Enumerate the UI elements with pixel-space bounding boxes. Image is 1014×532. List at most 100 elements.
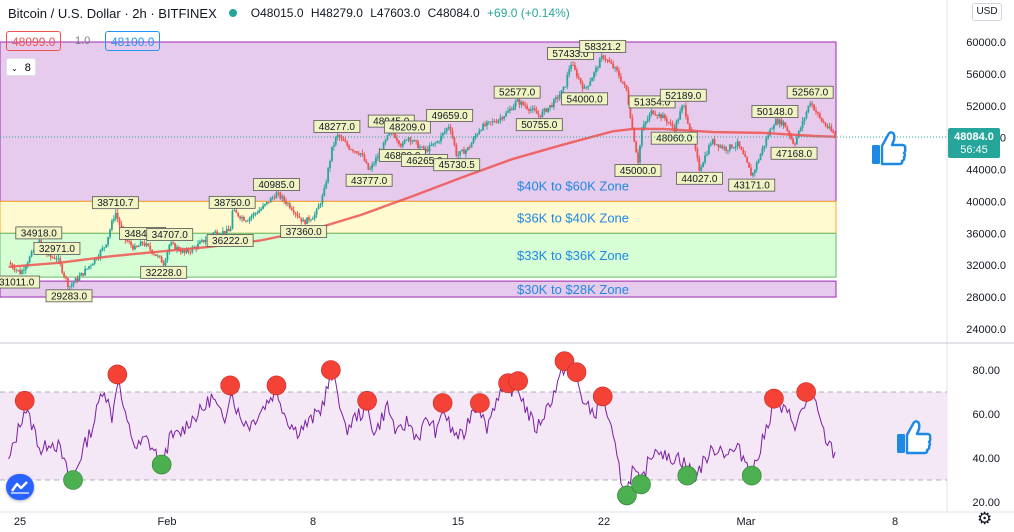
- candle-body: [516, 99, 519, 102]
- currency-button[interactable]: USD: [972, 3, 1002, 21]
- tradingview-logo-icon[interactable]: [6, 474, 34, 500]
- candle-body: [491, 121, 494, 123]
- candle-body: [80, 273, 83, 276]
- candle-body: [508, 108, 511, 112]
- price-label-text: 37360.0: [286, 227, 323, 238]
- price-label-box: [786, 85, 834, 99]
- candle-body: [784, 122, 787, 128]
- candle-body: [740, 146, 743, 150]
- candle-body: [302, 219, 305, 222]
- candle-body: [589, 81, 592, 86]
- candle-body: [642, 124, 645, 130]
- candle-body: [273, 197, 276, 199]
- candle-body: [696, 149, 699, 158]
- candle-body: [321, 195, 324, 205]
- candle-body: [13, 267, 16, 271]
- candle-body: [522, 101, 525, 105]
- price-label-text: 58321.2: [585, 42, 622, 53]
- candle-body: [116, 212, 119, 219]
- price-label-box: [45, 289, 93, 303]
- chevron-down-icon: ⌄: [11, 64, 18, 73]
- candle-body: [246, 220, 249, 222]
- candle-body: [449, 127, 452, 131]
- candle-body: [543, 108, 546, 112]
- candle-body: [200, 239, 203, 242]
- oversold-marker: [617, 485, 637, 506]
- candle-body: [688, 123, 691, 130]
- price-label-box: [33, 242, 81, 255]
- candle-body: [28, 256, 31, 263]
- candle-body: [197, 243, 199, 249]
- candle-body: [296, 213, 299, 217]
- oversold-marker: [151, 454, 172, 475]
- candle-body: [68, 286, 71, 288]
- candle-body: [790, 135, 793, 139]
- price-label-text: 57433.0: [552, 49, 589, 60]
- price-label-box: [345, 173, 393, 187]
- candle-body: [93, 258, 96, 264]
- overbought-marker: [107, 364, 128, 385]
- candle-body: [721, 145, 724, 149]
- candle-body: [331, 146, 333, 161]
- candle-body: [419, 146, 421, 149]
- candle-body: [570, 64, 573, 69]
- candle-body: [489, 121, 492, 123]
- collapse-indicators-button[interactable]: ⌄ 8: [6, 58, 36, 76]
- candle-body: [426, 149, 429, 152]
- price-label-box: [280, 225, 328, 238]
- price-label-box: [561, 92, 609, 106]
- overbought-marker: [220, 375, 240, 396]
- price-label: 49659.0: [426, 109, 474, 122]
- candle-body: [126, 240, 129, 242]
- candle-body: [610, 62, 613, 64]
- thumbs-up-icon-hand: [905, 420, 932, 455]
- candle-body: [216, 231, 219, 236]
- buy-button[interactable]: 48100.0: [105, 31, 161, 51]
- candle-body: [176, 246, 178, 250]
- gear-icon[interactable]: ⚙: [977, 509, 993, 528]
- candle-body: [717, 144, 720, 148]
- candle-body: [478, 130, 481, 135]
- price-label-text: 50755.0: [521, 120, 558, 131]
- candle-body: [109, 229, 111, 237]
- price-label-box: [728, 178, 776, 192]
- candle-body: [736, 141, 739, 147]
- candle-body: [776, 118, 779, 125]
- candle-body: [528, 108, 530, 111]
- candle-body: [223, 230, 226, 234]
- candle-body: [549, 105, 551, 108]
- zone-label-3: $33K to $36K Zone: [517, 248, 629, 263]
- candle-body: [49, 254, 52, 258]
- candle-body: [183, 250, 186, 253]
- candle-body: [774, 118, 777, 126]
- price-axis-tick: 44000.0: [966, 165, 1006, 177]
- time-axis-tick: 22: [598, 516, 610, 528]
- price-label-text: 31011.0: [0, 278, 35, 289]
- candle-body: [252, 213, 255, 216]
- candle-body: [729, 144, 731, 151]
- last-price-tag: 48084.056:45: [948, 127, 1000, 158]
- price-label: 58321.2: [579, 39, 627, 53]
- candle-body: [235, 210, 238, 213]
- candle-body: [757, 160, 760, 163]
- rsi-axis-tick: 60.00: [972, 409, 1000, 421]
- price-label-box: [313, 120, 361, 133]
- candle-body: [482, 124, 484, 131]
- candle-body: [63, 272, 65, 277]
- candle-body: [820, 117, 823, 122]
- candle-body: [373, 163, 375, 165]
- candle-body: [782, 122, 785, 126]
- market-open-dot-icon: [228, 9, 237, 17]
- candle-body: [417, 141, 419, 149]
- sell-button[interactable]: 48099.0: [6, 31, 62, 51]
- price-label-text: 54000.0: [567, 94, 604, 105]
- overbought-marker: [432, 393, 453, 413]
- candle-body: [484, 124, 486, 126]
- candle-body: [786, 127, 789, 131]
- overbought-marker: [592, 386, 613, 407]
- candle-body: [313, 214, 316, 219]
- symbol-title[interactable]: Bitcoin / U.S. Dollar · 2h · BITFINEX: [8, 5, 217, 21]
- candle-body: [269, 198, 272, 203]
- price-label-box: [0, 275, 41, 289]
